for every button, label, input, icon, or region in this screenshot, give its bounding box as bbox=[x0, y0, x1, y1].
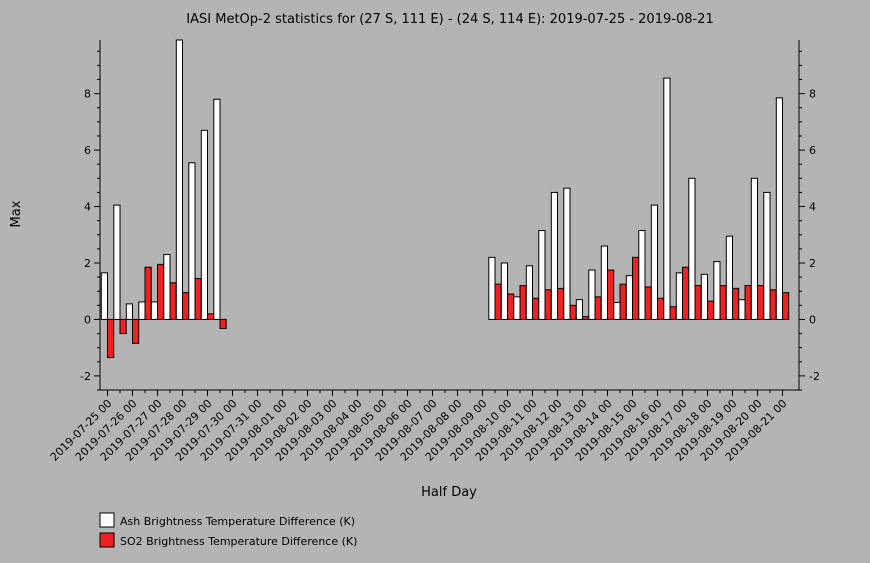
so2-bar bbox=[194, 278, 202, 320]
ash-bar bbox=[725, 235, 733, 320]
legend-label-so2: SO2 Brightness Temperature Difference (K… bbox=[120, 535, 357, 548]
so2-bar bbox=[169, 282, 177, 320]
y-tick-label-left: 0 bbox=[84, 313, 91, 326]
so2-bar bbox=[519, 285, 527, 320]
ash-bar bbox=[200, 129, 209, 320]
ash-bar bbox=[113, 204, 121, 320]
so2-bar bbox=[582, 316, 590, 320]
ash-bar bbox=[625, 275, 633, 320]
y-tick-label-right: 4 bbox=[809, 201, 816, 214]
y-tick-label-right: 6 bbox=[809, 144, 816, 157]
ash-bar bbox=[600, 245, 608, 320]
so2-bar bbox=[782, 292, 790, 320]
ash-bar bbox=[563, 187, 571, 320]
ash-bar bbox=[213, 98, 221, 320]
so2-bar bbox=[144, 266, 152, 320]
y-axis-label: Max bbox=[9, 200, 24, 227]
ash-bar bbox=[125, 303, 134, 320]
so2-bar bbox=[532, 297, 540, 320]
legend-swatch-so2 bbox=[99, 532, 115, 548]
so2-bar bbox=[769, 289, 777, 320]
ash-bar bbox=[688, 177, 696, 320]
so2-bar bbox=[669, 306, 677, 320]
y-tick-label-right: 8 bbox=[809, 88, 816, 101]
ash-bar bbox=[775, 97, 783, 320]
ash-bar bbox=[588, 269, 596, 320]
so2-bar bbox=[544, 289, 552, 320]
bars-group bbox=[100, 39, 790, 359]
ash-bar bbox=[575, 299, 583, 320]
legend-swatch-ash bbox=[99, 512, 115, 528]
so2-bar bbox=[494, 283, 502, 320]
y-tick-label-left: 6 bbox=[84, 144, 91, 157]
ash-bar bbox=[750, 177, 758, 320]
y-tick-label-left: 2 bbox=[84, 257, 91, 270]
so2-bar bbox=[607, 269, 615, 320]
ash-bar bbox=[188, 162, 196, 320]
ash-bar bbox=[513, 296, 521, 320]
ash-bar bbox=[538, 230, 546, 320]
ash-bar bbox=[488, 256, 496, 320]
x-axis-label: Half Day bbox=[421, 485, 477, 500]
ash-bar bbox=[138, 301, 146, 320]
y-tick-label-right: -2 bbox=[809, 370, 820, 383]
so2-bar bbox=[632, 256, 640, 320]
ash-bar bbox=[675, 272, 683, 320]
so2-bar bbox=[157, 263, 165, 320]
so2-bar bbox=[132, 318, 140, 344]
so2-bar bbox=[569, 304, 577, 320]
ash-bar bbox=[100, 272, 109, 320]
so2-bar bbox=[757, 285, 765, 320]
ash-bar bbox=[550, 191, 558, 320]
so2-bar bbox=[644, 286, 652, 320]
so2-bar bbox=[207, 313, 215, 320]
so2-bar bbox=[507, 293, 515, 320]
ash-bar bbox=[713, 261, 721, 320]
so2-bar bbox=[594, 296, 602, 320]
chart-title: IASI MetOp-2 statistics for (27 S, 111 E… bbox=[186, 12, 713, 27]
so2-bar bbox=[619, 283, 627, 320]
ash-bar bbox=[163, 254, 171, 320]
so2-bar bbox=[107, 318, 115, 359]
legend: Ash Brightness Temperature Difference (K… bbox=[99, 512, 357, 548]
so2-bar bbox=[119, 318, 127, 335]
ash-bar bbox=[638, 230, 646, 320]
y-tick-label-left: -2 bbox=[80, 370, 91, 383]
ash-bar bbox=[613, 302, 621, 320]
so2-bar bbox=[694, 285, 702, 320]
so2-bar bbox=[682, 266, 690, 320]
ash-bar bbox=[525, 265, 533, 320]
ash-bar bbox=[700, 273, 708, 320]
ash-bar bbox=[150, 301, 159, 320]
y-tick-label-right: 2 bbox=[809, 257, 816, 270]
legend-label-ash: Ash Brightness Temperature Difference (K… bbox=[120, 515, 355, 528]
ash-bar bbox=[663, 77, 671, 320]
ash-bar bbox=[500, 262, 508, 320]
y-tick-label-left: 4 bbox=[84, 201, 91, 214]
y-tick-label-left: 8 bbox=[84, 88, 91, 101]
so2-bar bbox=[182, 292, 190, 320]
ash-bar bbox=[738, 299, 746, 320]
ash-bar bbox=[650, 204, 658, 320]
ash-bar bbox=[175, 39, 184, 320]
so2-bar bbox=[732, 287, 740, 320]
ash-bar bbox=[763, 191, 771, 320]
so2-bar bbox=[744, 285, 752, 320]
so2-bar bbox=[657, 297, 665, 320]
so2-bar bbox=[719, 285, 727, 320]
y-tick-label-right: 0 bbox=[809, 313, 816, 326]
so2-bar bbox=[219, 318, 227, 329]
so2-bar bbox=[707, 300, 715, 320]
so2-bar bbox=[557, 287, 565, 320]
